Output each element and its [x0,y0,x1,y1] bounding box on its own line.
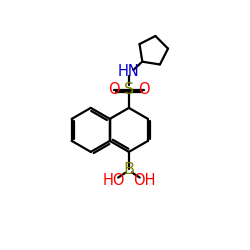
Text: O: O [108,82,120,97]
Text: O: O [138,82,150,97]
Text: HO: HO [102,173,125,188]
Text: S: S [124,82,134,97]
Text: B: B [124,162,134,177]
Text: HN: HN [118,64,140,80]
Text: OH: OH [133,173,155,188]
